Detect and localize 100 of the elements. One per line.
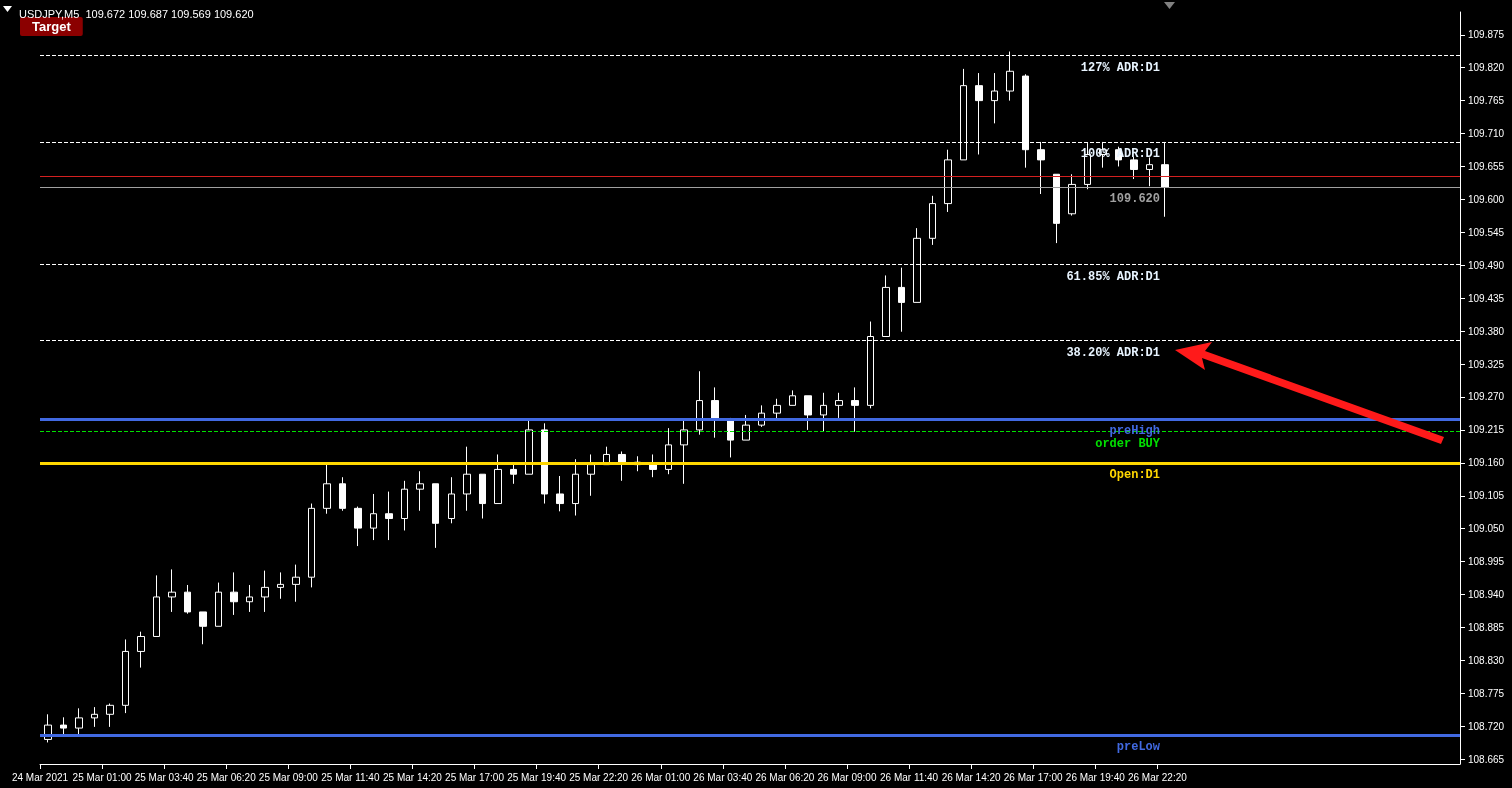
candlestick — [401, 480, 408, 531]
candlestick — [494, 453, 502, 505]
y-tick-label: 109.600 — [1468, 193, 1505, 205]
candlestick — [929, 195, 936, 246]
candlestick — [649, 453, 657, 478]
x-tick-label: 26 Mar 19:40 — [1065, 771, 1126, 783]
x-tick-label: 26 Mar 03:40 — [693, 771, 753, 783]
candlestick — [106, 703, 114, 728]
y-tick-label: 109.270 — [1468, 391, 1505, 403]
y-tick-label: 109.050 — [1468, 523, 1505, 535]
candlestick — [385, 491, 393, 541]
candlestick — [91, 706, 98, 728]
candlestick — [525, 419, 533, 475]
y-tick-label: 109.380 — [1468, 325, 1505, 337]
candlestick — [1146, 156, 1153, 187]
y-tick-label: 109.710 — [1468, 128, 1505, 140]
candlestick — [1068, 173, 1076, 217]
candlestick — [292, 564, 300, 603]
candlestick — [820, 392, 827, 433]
candlestick — [137, 631, 145, 669]
candlestick — [354, 506, 362, 547]
candlestick — [122, 638, 129, 714]
candlestick — [587, 453, 595, 497]
candlestick — [308, 503, 315, 588]
candlestick — [510, 464, 517, 485]
candlestick — [835, 392, 843, 419]
x-tick-label: 26 Mar 17:00 — [1003, 771, 1064, 783]
y-tick-label: 108.775 — [1468, 687, 1505, 699]
x-tick-label: 25 Mar 14:20 — [382, 771, 443, 783]
x-tick-label: 25 Mar 22:20 — [569, 771, 629, 783]
x-tick-label: 26 Mar 11:40 — [879, 771, 939, 783]
x-tick-label: 25 Mar 19:40 — [507, 771, 567, 783]
ref-line-label: 127% ADR:D1 — [1080, 60, 1160, 75]
x-tick-label: 26 Mar 14:20 — [941, 771, 1002, 783]
x-tick-label: 25 Mar 01:00 — [72, 771, 132, 783]
ref-line-label: Open:D1 — [1109, 467, 1160, 482]
candlestick — [261, 570, 269, 613]
candlestick — [789, 389, 796, 406]
x-tick-label: 25 Mar 09:00 — [258, 771, 319, 783]
y-tick-label: 109.490 — [1468, 259, 1505, 271]
candlestick — [75, 707, 83, 737]
candlestick — [541, 422, 548, 505]
candlestick — [215, 582, 222, 627]
candlestick — [246, 584, 253, 613]
y-tick-label: 109.160 — [1468, 457, 1505, 469]
y-tick-label: 109.435 — [1468, 292, 1505, 304]
candlestick — [432, 483, 439, 549]
candlestick — [463, 446, 471, 512]
y-tick-label: 108.665 — [1468, 753, 1505, 765]
candlestick — [230, 571, 238, 616]
y-tick-label: 108.940 — [1468, 589, 1505, 601]
candlestick — [199, 611, 207, 645]
candlestick — [618, 450, 626, 482]
candlestick — [742, 414, 750, 441]
candlestick — [991, 72, 998, 124]
y-tick-label: 109.875 — [1468, 29, 1505, 41]
candlestick — [944, 149, 952, 213]
candlestick — [184, 584, 191, 615]
x-tick-label: 26 Mar 06:20 — [755, 771, 815, 783]
candlestick — [898, 267, 905, 333]
y-tick-label: 108.885 — [1468, 621, 1505, 633]
x-tick-label: 26 Mar 09:00 — [817, 771, 877, 783]
x-tick-label: 25 Mar 17:00 — [445, 771, 505, 783]
candlestick — [680, 419, 688, 485]
y-tick-label: 109.325 — [1468, 358, 1505, 370]
y-tick-label: 108.830 — [1468, 654, 1505, 666]
x-tick-label: 24 Mar 2021 — [11, 771, 69, 783]
y-tick-label: 109.105 — [1468, 490, 1505, 502]
ref-line-label: preLow — [1116, 740, 1161, 755]
candlestick — [416, 470, 424, 512]
y-tick-label: 108.995 — [1468, 556, 1505, 568]
chart-title: USDJPY,M5 109.672 109.687 109.569 109.620 — [19, 7, 254, 20]
candlestick — [448, 476, 455, 524]
candlestick — [696, 370, 703, 436]
candlestick — [851, 386, 859, 433]
x-tick-label: 26 Mar 01:00 — [631, 771, 691, 783]
ref-line-label: 109.620 — [1109, 192, 1160, 207]
x-tick-label: 25 Mar 03:40 — [134, 771, 195, 783]
candlestick — [277, 571, 284, 600]
candlestick — [773, 398, 781, 421]
x-tick-label: 25 Mar 06:20 — [196, 771, 257, 783]
ref-line-label: 61.85% ADR:D1 — [1066, 269, 1160, 284]
candlestick — [1130, 156, 1138, 180]
candlestick — [804, 395, 812, 431]
candlestick — [60, 716, 67, 737]
candlestick — [711, 386, 719, 439]
candlestick — [572, 458, 579, 517]
y-tick-label: 109.655 — [1468, 160, 1505, 172]
candlestick — [556, 475, 564, 512]
candlestick — [882, 274, 890, 338]
y-tick-label: 108.720 — [1468, 720, 1505, 732]
candlestick — [370, 493, 377, 541]
candlestick — [168, 568, 176, 613]
candlestick — [339, 476, 346, 512]
candlestick — [1053, 173, 1060, 244]
candlestick — [153, 574, 160, 637]
candlestick — [479, 473, 486, 520]
ref-line-label: order BUY — [1095, 436, 1161, 451]
y-tick-label: 109.545 — [1468, 226, 1505, 238]
y-tick-label: 109.765 — [1468, 95, 1505, 107]
